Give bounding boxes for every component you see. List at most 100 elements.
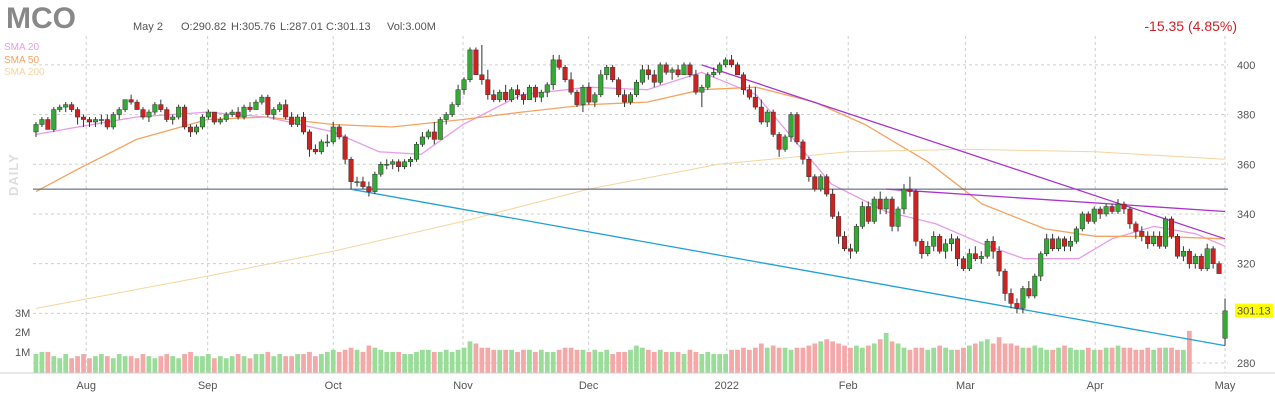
candle-body — [509, 89, 515, 100]
candle — [1020, 286, 1026, 314]
candle-body — [752, 96, 758, 108]
candle-body — [271, 109, 277, 115]
candle — [1002, 268, 1008, 301]
volume-bar — [1157, 347, 1163, 373]
candle — [949, 233, 955, 252]
x-tick-label: May — [1215, 380, 1236, 392]
x-tick-label: Aug — [76, 380, 96, 392]
volume-bar — [259, 354, 265, 373]
volume-bar — [764, 347, 770, 373]
volume-bar — [1056, 347, 1061, 373]
volume-bar — [45, 351, 51, 373]
volume-bar — [984, 339, 990, 373]
candle — [289, 112, 295, 127]
candle — [592, 92, 598, 108]
candle-body — [360, 181, 366, 187]
candle-body — [1103, 206, 1109, 215]
candle — [806, 156, 812, 182]
candle — [253, 99, 259, 110]
volume-bar — [182, 354, 187, 373]
moving-averages — [35, 71, 1226, 309]
volume-bar — [527, 349, 532, 373]
legend-sma-200: SMA 200 — [4, 67, 45, 78]
candle-body — [966, 253, 972, 269]
volume-bar — [194, 356, 199, 373]
candle — [978, 251, 984, 264]
candle — [800, 139, 806, 165]
volume-bar — [318, 354, 324, 373]
candle — [937, 233, 943, 254]
volume-bar — [996, 337, 1002, 373]
volume-bar — [283, 356, 289, 373]
candle — [889, 196, 895, 232]
volume-bar — [158, 356, 164, 373]
candle-body — [45, 119, 51, 130]
candle — [1050, 233, 1056, 252]
candle — [479, 44, 485, 85]
candle — [86, 117, 92, 127]
candle-body — [223, 114, 229, 120]
volume-bar — [788, 349, 794, 373]
volume-bar — [622, 351, 627, 373]
candle — [419, 131, 425, 147]
volume-bar — [693, 351, 699, 373]
candle — [455, 84, 461, 108]
candle-body — [342, 136, 348, 160]
candle-body — [390, 161, 396, 165]
y-tick-label: 400 — [1237, 60, 1255, 72]
candle — [92, 117, 98, 127]
candle-body — [544, 84, 550, 93]
candle — [943, 238, 949, 259]
candle-body — [354, 181, 360, 183]
y-tick-label: 340 — [1237, 209, 1255, 221]
candle — [491, 89, 497, 103]
volume-bar — [176, 358, 182, 373]
candle — [616, 77, 622, 98]
volume-bar — [568, 347, 574, 373]
x-tick-label: Feb — [839, 380, 858, 392]
candle-body — [146, 111, 152, 118]
candle — [859, 201, 865, 229]
volume-bar — [146, 356, 152, 373]
volume-bar — [402, 354, 407, 373]
volume-bar — [1127, 347, 1133, 373]
candle-body — [740, 74, 746, 90]
candle-body — [1210, 248, 1216, 264]
candle-body — [865, 206, 871, 222]
volume-bar — [681, 354, 687, 373]
candle — [1103, 204, 1109, 217]
volume-bar — [1085, 347, 1091, 373]
volume-bar — [253, 354, 259, 373]
volume-bar — [152, 358, 158, 373]
candle-body — [158, 104, 164, 110]
volume-bar — [687, 349, 693, 373]
candle — [901, 184, 907, 214]
candle-body — [1216, 263, 1222, 274]
candle — [526, 84, 532, 100]
volume-bar — [747, 349, 752, 373]
volume-bar — [1044, 349, 1050, 373]
volume-bar — [503, 349, 509, 373]
volume-bar — [211, 358, 217, 373]
volume-bar — [497, 349, 503, 373]
volume-bar — [907, 349, 913, 373]
candle — [39, 117, 45, 127]
y-tick-label: 380 — [1237, 110, 1255, 122]
candle-body — [69, 104, 75, 110]
x-tick-label: Mar — [956, 380, 975, 392]
volume-bar — [164, 354, 170, 373]
candle-body — [520, 94, 526, 100]
candle-body — [92, 119, 98, 123]
volume-bar — [295, 354, 300, 373]
candle-body — [57, 106, 63, 110]
candle-body — [81, 116, 87, 120]
candle — [1026, 281, 1032, 299]
volume-bar — [925, 349, 931, 373]
candle — [758, 99, 764, 125]
candle — [1032, 273, 1038, 299]
candle — [110, 112, 116, 130]
candle-body — [842, 236, 848, 249]
candle-body — [812, 176, 818, 190]
candle-body — [170, 116, 176, 120]
candle-body — [675, 69, 681, 76]
